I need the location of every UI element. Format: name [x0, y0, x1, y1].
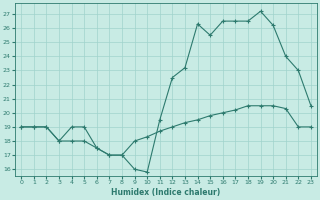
X-axis label: Humidex (Indice chaleur): Humidex (Indice chaleur) — [111, 188, 221, 197]
